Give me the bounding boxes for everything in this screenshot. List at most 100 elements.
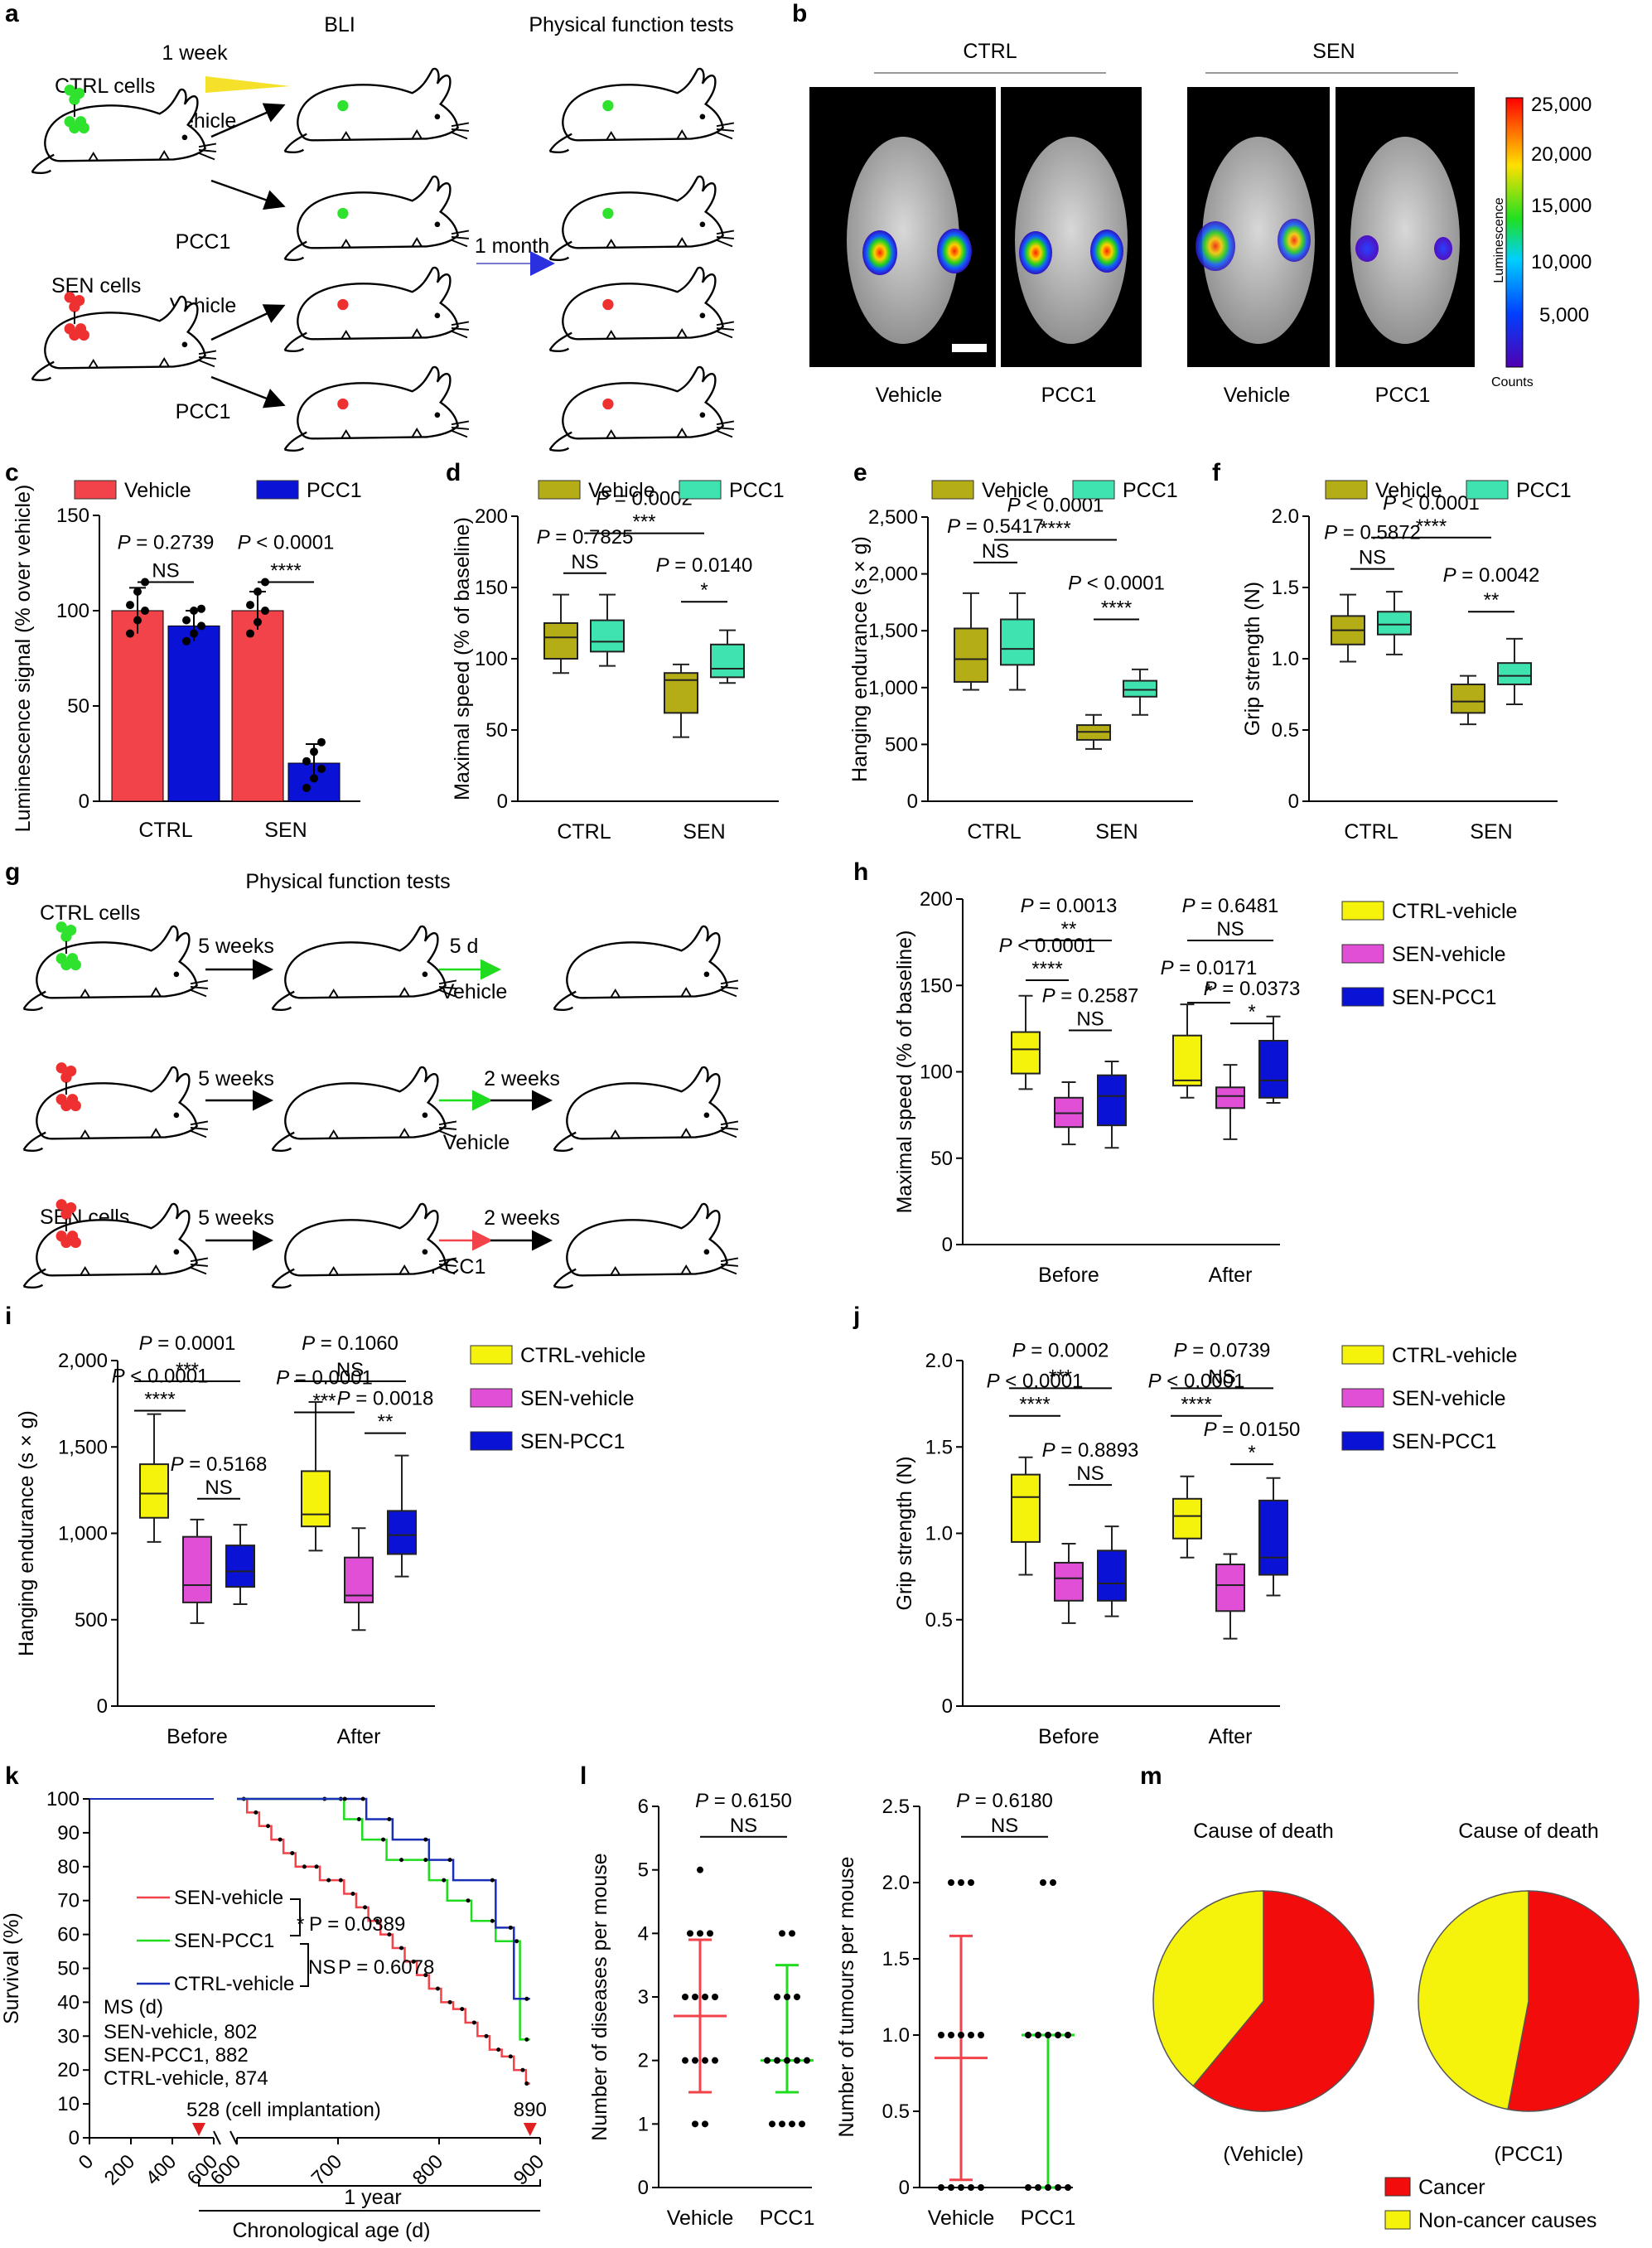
chart-c-ytick-1: 50 bbox=[67, 695, 89, 718]
g-five-weeks-3: 5 weeks bbox=[198, 1206, 274, 1230]
chart-d-p-2: P = 0.0140 bbox=[656, 554, 753, 577]
chart-l1-ylabel: Number of diseases per mouse bbox=[588, 1853, 611, 2140]
chart-f-p-1: P < 0.0001 bbox=[1383, 492, 1480, 515]
chart-i-ytick-1: 500 bbox=[75, 1609, 108, 1632]
chart-i-p-3-value: = 0.1060 bbox=[315, 1332, 399, 1355]
chart-i-sig-0: *** bbox=[176, 1359, 199, 1381]
chart-e-box-0-0 bbox=[954, 627, 988, 683]
chart-c-point-1-1-1 bbox=[310, 774, 318, 783]
chart-e-ytick-3: 1,500 bbox=[868, 620, 918, 642]
chart-l2-point-1-9 bbox=[1065, 2032, 1071, 2038]
chart-k-censor-0-21 bbox=[484, 2033, 489, 2038]
chart-c-legend-swatch-0 bbox=[74, 480, 117, 500]
bli-label: BLI bbox=[324, 13, 355, 36]
mouse-sen-vehicle-bli-tail bbox=[283, 331, 307, 353]
mouse-ctrl-source-cell-2 bbox=[69, 122, 80, 134]
chart-i-box-0-1 bbox=[182, 1535, 212, 1603]
chart-l2-ytick-2: 1.0 bbox=[882, 2024, 910, 2047]
mouse-sen-source-eye bbox=[181, 341, 188, 348]
chart-i-p-4-value: = 0.0001 bbox=[289, 1367, 373, 1390]
chart-k-censor-1-3 bbox=[356, 1817, 361, 1822]
chart-e-legend-label-1: PCC1 bbox=[1123, 479, 1178, 502]
chart-k-censor-2-4 bbox=[423, 1837, 428, 1842]
chart-i-p-3: P = 0.1060 bbox=[302, 1332, 399, 1355]
chart-j-ytick-1: 0.5 bbox=[925, 1609, 953, 1632]
chart-j-legend-label-2: SEN-PCC1 bbox=[1392, 1430, 1496, 1453]
bli-mouse-2 bbox=[1015, 137, 1128, 344]
chart-f-p-1-symbol: P bbox=[1383, 492, 1396, 515]
chart-l2-ytick-5: 2.5 bbox=[882, 1796, 910, 1818]
chart-k-curve-SEN-vehicle bbox=[237, 1797, 530, 2085]
chart-j-box-1-1 bbox=[1215, 1564, 1245, 1612]
chart-c-p-1-value: < 0.0001 bbox=[251, 532, 335, 554]
chart-d-ylabel: Maximal speed (% of baseline) bbox=[451, 517, 474, 800]
g-mouse-ctrl-mid-tail bbox=[271, 990, 295, 1012]
chart-j-box-0-0 bbox=[1011, 1473, 1041, 1543]
chart-k-censor-0-5 bbox=[290, 1850, 295, 1855]
mouse-sen-source-cell-top-0 bbox=[64, 292, 75, 303]
chart-d-sig-1: *** bbox=[632, 511, 655, 534]
chart-f-legend-label-1: PCC1 bbox=[1516, 479, 1572, 502]
bli-signal-3a bbox=[1196, 221, 1235, 271]
chart-h-legend-swatch-0 bbox=[1341, 901, 1384, 921]
mouse-sen-pcc1-bli-cell bbox=[337, 398, 349, 410]
panel-label-e: e bbox=[853, 459, 867, 486]
g-mouse-sen2-mid-eye bbox=[422, 1249, 428, 1255]
chart-e-box-0-1 bbox=[1000, 618, 1035, 666]
chart-m-label-0: (Vehicle) bbox=[1223, 2143, 1303, 2166]
chart-k-sig-1: NS bbox=[308, 1956, 336, 1979]
mouse-sen-pcc1-test-body bbox=[562, 365, 724, 440]
chart-d-box-1-1 bbox=[710, 643, 745, 679]
g-mouse-sen2-src-cell-3 bbox=[70, 1236, 81, 1249]
chart-k-censor-0-9 bbox=[338, 1878, 343, 1883]
mouse-ctrl-vehicle-bli-body bbox=[297, 67, 459, 142]
chart-j-sig-2: NS bbox=[1076, 1462, 1104, 1485]
chart-f-p-1-value: < 0.0001 bbox=[1396, 492, 1480, 515]
chart-h-box-0-0 bbox=[1011, 1031, 1041, 1075]
chart-j-p-4: P < 0.0001 bbox=[1148, 1371, 1245, 1393]
mouse-sen-vehicle-bli-eye bbox=[434, 312, 441, 319]
chart-k-bracket-1 bbox=[290, 1898, 301, 1936]
chart-i-ytick-0: 0 bbox=[97, 1695, 108, 1718]
mouse-sen-source-tail bbox=[31, 360, 55, 382]
chart-c-point-1-1-0 bbox=[302, 783, 311, 792]
chart-c-point-0-1-3 bbox=[246, 601, 254, 610]
chart-l2-point-1-10 bbox=[1040, 1879, 1046, 1886]
one-month-arrowhead bbox=[530, 251, 555, 276]
chart-l2-point-1-3 bbox=[1055, 2184, 1061, 2191]
chart-l1-point-0-1 bbox=[702, 2120, 708, 2128]
chart-k-xtick-right-1: 700 bbox=[307, 2150, 346, 2189]
chart-i-sig-5: ** bbox=[378, 1411, 394, 1433]
chart-k-censor-0-11 bbox=[363, 1905, 368, 1910]
chart-k-xtick-right-3: 900 bbox=[510, 2150, 548, 2189]
g-mouse-sen1-src-cell-top-2 bbox=[60, 1071, 72, 1083]
chart-f-sig-2: ** bbox=[1484, 589, 1500, 612]
chart-d-ytick-0: 0 bbox=[497, 790, 508, 813]
mouse-sen-vehicle-bli-cell bbox=[337, 298, 349, 311]
chart-h-ytick-0: 0 bbox=[942, 1234, 953, 1256]
chart-l2-sig-0: NS bbox=[991, 1815, 1018, 1837]
chart-e-ytick-1: 500 bbox=[885, 733, 918, 756]
g-five-weeks-2: 5 weeks bbox=[198, 1067, 274, 1090]
g-mouse-sen2-src-cell-top-2 bbox=[60, 1208, 72, 1220]
chart-k-censor-1-11 bbox=[524, 2037, 529, 2042]
chart-k-xlabel: Chronological age (d) bbox=[232, 2219, 430, 2242]
g-mouse-ctrl-src-cell-top-0 bbox=[56, 921, 67, 933]
chart-f-p-2-symbol: P bbox=[1443, 564, 1456, 587]
chart-i-sig-3: NS bbox=[336, 1359, 364, 1381]
physical-tests-label: Physical function tests bbox=[529, 13, 733, 36]
chart-l1-ytick-0: 0 bbox=[638, 2177, 649, 2199]
mouse-ctrl-vehicle-bli bbox=[283, 67, 470, 154]
mouse-ctrl-vehicle-test-whiskers bbox=[606, 122, 735, 141]
chart-d-p-0-symbol: P bbox=[537, 526, 550, 549]
chart-j-p-3-value: = 0.0739 bbox=[1187, 1339, 1271, 1361]
chart-h-p-3-value: = 0.6481 bbox=[1196, 895, 1279, 917]
chart-e-p-1-symbol: P bbox=[1007, 494, 1021, 516]
panel-label-l: l bbox=[580, 1762, 587, 1790]
chart-h-p-5: P = 0.0373 bbox=[1204, 978, 1301, 1000]
chart-h-sig-4: * bbox=[1205, 980, 1212, 1003]
chart-j-ytick-2: 1.0 bbox=[925, 1523, 953, 1545]
chart-k-ms-row-1: SEN-PCC1, 882 bbox=[104, 2044, 249, 2067]
panel-label-d: d bbox=[446, 459, 461, 486]
